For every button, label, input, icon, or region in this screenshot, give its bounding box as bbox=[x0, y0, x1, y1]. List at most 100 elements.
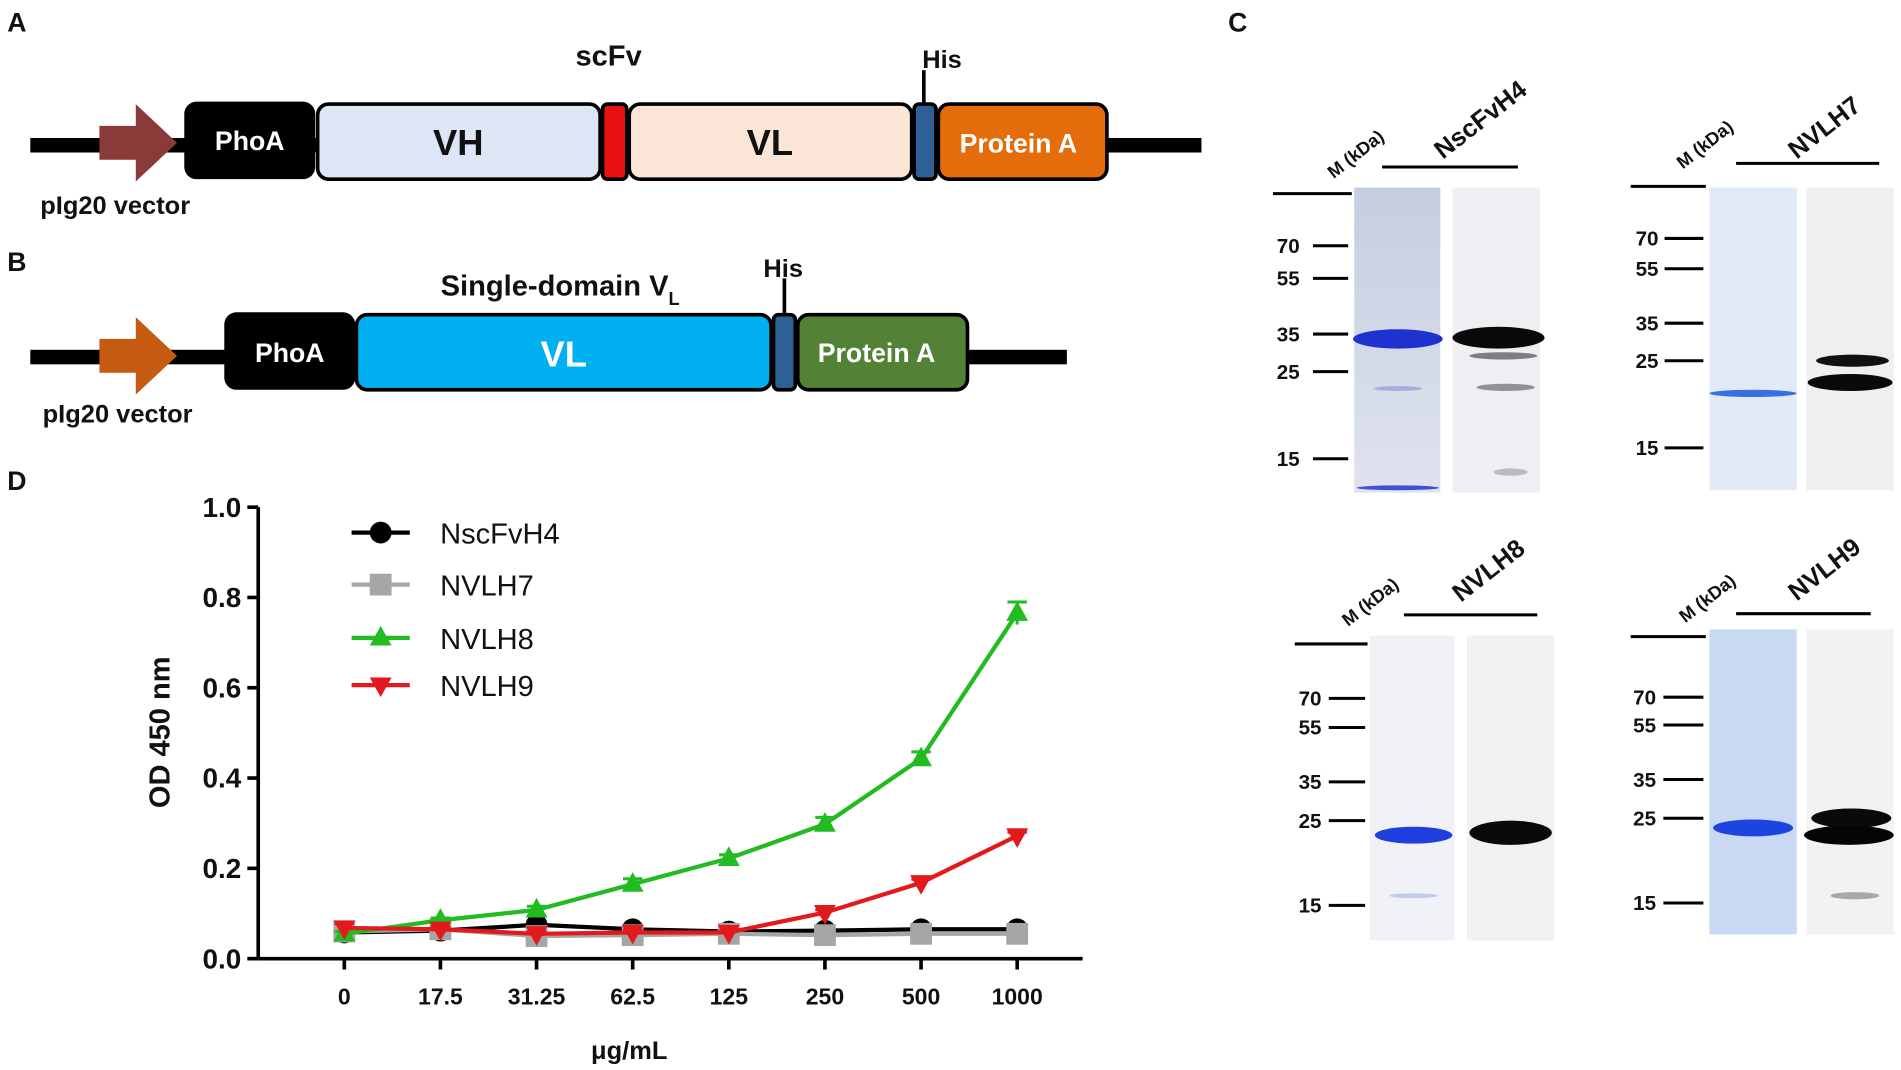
marker-label: 25 bbox=[1636, 350, 1659, 373]
sample-name: NVLH8 bbox=[1447, 534, 1530, 607]
gel-band bbox=[1476, 383, 1535, 391]
his-tag bbox=[771, 312, 798, 392]
data-point bbox=[525, 926, 548, 946]
segment-protein-a bbox=[936, 102, 1109, 181]
promoter-arrow bbox=[99, 104, 178, 182]
his-label: His bbox=[763, 255, 803, 283]
gel-band bbox=[1373, 386, 1423, 391]
x-axis-label: μg/mL bbox=[591, 1037, 667, 1065]
panel-label: D bbox=[7, 466, 26, 496]
gel-band bbox=[1353, 329, 1443, 349]
panel-d: D OD 450 nm μg/mL 0.0 0.2 0.4 0.6 0.8 1.0 0 17.… bbox=[7, 466, 1083, 1065]
y-tick-label: 1.0 bbox=[202, 492, 241, 523]
segment-label: PhoA bbox=[255, 338, 325, 368]
gel-lane-sample bbox=[1466, 635, 1555, 941]
marker-label: 15 bbox=[1299, 895, 1322, 918]
gel-band bbox=[1709, 389, 1797, 398]
marker-label: 35 bbox=[1636, 312, 1659, 335]
sample-name: NVLH7 bbox=[1783, 91, 1866, 164]
gel-lane-marker bbox=[1709, 629, 1797, 935]
data-point bbox=[369, 625, 392, 646]
data-point bbox=[525, 897, 548, 918]
gel-band bbox=[1374, 826, 1453, 844]
segment-phoa bbox=[224, 312, 356, 390]
panel-b: B PhoA VL Protein A Single-domain VL His… bbox=[7, 247, 1067, 428]
panel-a: A PhoA VH VL Protein A scFv His pIg20 ve… bbox=[7, 7, 1202, 220]
gel-band bbox=[1389, 893, 1438, 899]
series-line bbox=[344, 833, 1019, 936]
data-point bbox=[369, 573, 392, 596]
y-tick-label: 0.6 bbox=[202, 672, 241, 703]
vector-label: pIg20 vector bbox=[40, 192, 190, 220]
segment-label: VH bbox=[433, 122, 484, 163]
linker bbox=[600, 102, 629, 181]
data-point bbox=[814, 924, 836, 947]
marker-label: 35 bbox=[1633, 769, 1656, 792]
y-tick-label: 0.8 bbox=[202, 582, 241, 613]
segment-vl bbox=[627, 102, 914, 181]
marker-label: 15 bbox=[1633, 892, 1656, 915]
marker-label: 55 bbox=[1633, 714, 1656, 737]
data-point bbox=[1006, 828, 1029, 848]
gel-band bbox=[1830, 892, 1880, 900]
gel-lane-marker bbox=[1369, 635, 1455, 941]
data-point bbox=[333, 920, 356, 940]
x-tick-label: 0 bbox=[338, 984, 351, 1010]
gel-band bbox=[1469, 820, 1552, 845]
marker-label: 15 bbox=[1636, 437, 1659, 460]
marker-label: 55 bbox=[1277, 268, 1300, 291]
data-point bbox=[814, 812, 836, 832]
marker-label: 70 bbox=[1277, 235, 1300, 258]
marker-header: M (kDa) bbox=[1675, 570, 1739, 626]
marker-label: 70 bbox=[1633, 686, 1656, 709]
legend-label: NVLH7 bbox=[440, 571, 534, 603]
title-text: Single-domain V bbox=[441, 270, 669, 302]
marker-label: 70 bbox=[1299, 688, 1322, 711]
vector-label: pIg20 vector bbox=[43, 400, 193, 428]
gel-band bbox=[1469, 352, 1538, 360]
title-subscript: L bbox=[669, 289, 680, 309]
legend-label: NVLH8 bbox=[440, 624, 534, 656]
marker-label: 25 bbox=[1633, 808, 1656, 831]
gel-lane-marker bbox=[1709, 187, 1797, 491]
gel-band bbox=[1816, 354, 1889, 367]
data-point bbox=[369, 521, 392, 544]
gel-lane-sample bbox=[1806, 629, 1894, 935]
segment-label: VL bbox=[541, 334, 587, 375]
x-tick-label: 125 bbox=[710, 984, 749, 1010]
data-point bbox=[814, 904, 836, 925]
y-tick-label: 0.0 bbox=[202, 943, 241, 974]
x-tick-label: 62.5 bbox=[610, 984, 655, 1010]
marker-label: 25 bbox=[1299, 810, 1322, 833]
marker-header: M (kDa) bbox=[1338, 574, 1402, 630]
his-tag bbox=[912, 102, 938, 181]
gel-band bbox=[1811, 808, 1892, 828]
data-point bbox=[1006, 601, 1029, 621]
segment-protein-a bbox=[795, 312, 970, 392]
panel-label: A bbox=[7, 7, 26, 37]
his-label: His bbox=[922, 46, 962, 74]
x-tick-label: 1000 bbox=[992, 984, 1043, 1010]
data-point bbox=[369, 677, 392, 698]
marker-label: 70 bbox=[1636, 228, 1659, 251]
y-axis-label: OD 450 nm bbox=[145, 656, 177, 808]
gel-lane-sample bbox=[1806, 187, 1894, 491]
marker-label: 25 bbox=[1277, 361, 1300, 384]
segment-label: Protein A bbox=[960, 129, 1078, 159]
x-tick-label: 17.5 bbox=[418, 984, 463, 1010]
marker-label: 55 bbox=[1636, 258, 1659, 281]
data-point bbox=[621, 872, 644, 892]
data-point bbox=[910, 746, 932, 767]
series-line bbox=[344, 612, 1019, 936]
marker-label: 35 bbox=[1277, 323, 1300, 346]
marker-label: 15 bbox=[1277, 448, 1300, 471]
promoter-arrow bbox=[99, 317, 178, 395]
segment-label: VL bbox=[747, 122, 793, 163]
gel-band bbox=[1356, 485, 1440, 491]
data-point bbox=[910, 922, 932, 945]
data-point bbox=[717, 846, 740, 867]
marker-header: M (kDa) bbox=[1673, 117, 1737, 173]
construct-title: Single-domain VL bbox=[441, 270, 680, 309]
marker-header: M (kDa) bbox=[1324, 126, 1388, 182]
